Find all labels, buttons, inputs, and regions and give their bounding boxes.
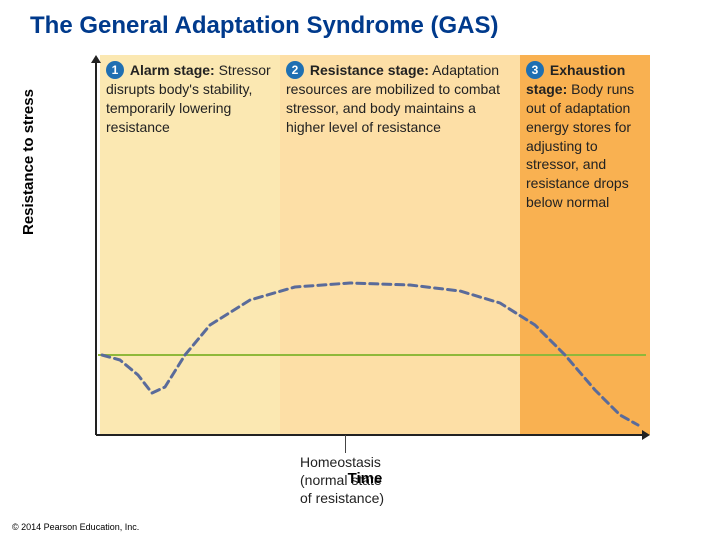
x-axis-label: Time xyxy=(348,470,383,487)
page-title: The General Adaptation Syndrome (GAS) xyxy=(0,0,720,44)
copyright: © 2014 Pearson Education, Inc. xyxy=(12,522,139,532)
homeo-line1: Homeostasis xyxy=(300,454,381,470)
homeo-line3: of resistance) xyxy=(300,490,384,506)
plot-area: 1 Alarm stage: Stressor disrupts body's … xyxy=(90,55,650,455)
chart: Resistance to stress 1 Alarm stage: Stre… xyxy=(60,55,670,485)
homeostasis-tick xyxy=(345,435,346,453)
y-axis-label: Resistance to stress xyxy=(20,89,37,235)
curve-svg xyxy=(90,55,650,455)
